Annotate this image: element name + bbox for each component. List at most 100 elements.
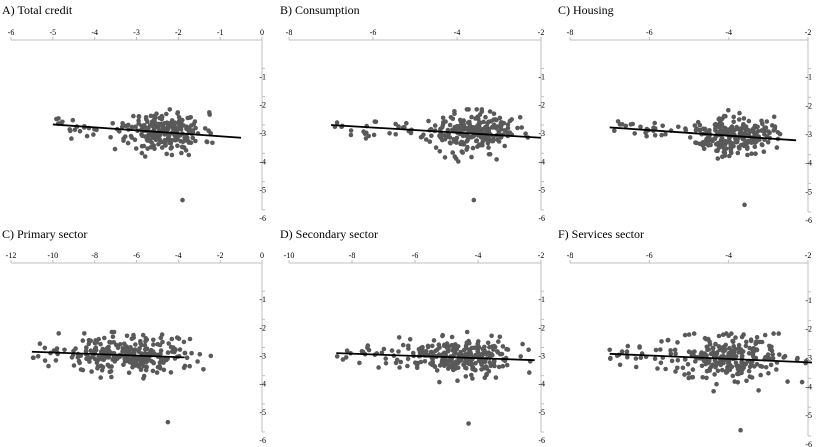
scatter-point [54, 116, 59, 122]
scatter-point [492, 117, 498, 122]
y-tick-label: -1 [538, 72, 545, 81]
scatter-point [776, 331, 781, 336]
x-tick-label: -5 [49, 28, 56, 37]
scatter-point [711, 389, 716, 394]
scatter-point [463, 352, 468, 357]
trend-line [336, 352, 535, 362]
scatter-point [500, 344, 506, 349]
scatter-point [451, 137, 457, 142]
scatter-point [405, 356, 411, 362]
scatter-point [120, 349, 125, 354]
scatter-point [487, 360, 493, 365]
trend-line [609, 126, 797, 142]
scatter-point [126, 370, 132, 376]
y-tick-label: -3 [805, 130, 812, 139]
scatter-point [108, 135, 113, 140]
scatter-point [184, 355, 190, 361]
scatter-point [204, 139, 210, 145]
scatter-point [785, 379, 790, 384]
scatter-point [484, 124, 490, 129]
scatter-point [387, 131, 392, 136]
x-tick-label: -1 [217, 28, 224, 37]
x-tick-label: -8 [286, 28, 293, 37]
x-tick-label: -2 [217, 251, 224, 260]
outlier-point [180, 197, 185, 203]
scatter-point [502, 143, 508, 149]
scatter-point [141, 376, 146, 381]
scatter-point [507, 118, 513, 124]
scatter-point [467, 121, 472, 127]
x-tick-label: -8 [349, 251, 356, 260]
scatter-point [487, 353, 493, 359]
scatter-point [176, 115, 182, 120]
y-tick-label: -1 [259, 72, 266, 81]
scatter-point [505, 125, 511, 131]
scatter-point [161, 360, 166, 365]
scatter-point [71, 363, 77, 368]
scatter-point [505, 347, 511, 352]
scatter-point [490, 125, 496, 130]
scatter-point [625, 343, 631, 349]
scatter-point [131, 332, 136, 338]
scatter-point [488, 119, 494, 124]
scatter-point [179, 150, 184, 156]
y-tick-label: -5 [805, 411, 812, 420]
scatter-point [687, 135, 693, 140]
panel-title: F) Services sector [558, 227, 644, 241]
scatter-point [87, 359, 92, 364]
scatter-point [473, 116, 478, 121]
scatter-point [754, 335, 760, 340]
scatter-point [181, 339, 187, 345]
scatter-point [162, 121, 167, 126]
scatter-point [463, 374, 469, 379]
scatter-point [485, 340, 491, 346]
scatter-point [89, 369, 94, 374]
scatter-point [175, 143, 180, 149]
scatter-point [119, 124, 125, 130]
scatter-point [372, 119, 378, 124]
scatter-point [500, 363, 506, 369]
scatter-point [740, 123, 746, 129]
x-tick-label: -8 [567, 251, 574, 260]
scatter-point [173, 347, 178, 353]
scatter-point [406, 346, 411, 351]
scatter-point [423, 137, 429, 142]
scatter-point [729, 350, 734, 356]
scatter-point [466, 361, 472, 367]
y-tick-label: -2 [259, 323, 266, 332]
scatter-point [124, 333, 130, 339]
scatter-point [165, 350, 171, 355]
scatter-point [693, 128, 699, 133]
scatter-point [431, 338, 437, 343]
panel-title: C) Housing [558, 3, 614, 17]
scatter-point [754, 339, 759, 345]
scatter-point [619, 349, 625, 354]
scatter-point [138, 341, 143, 346]
scatter-point [112, 146, 118, 152]
x-tick-label: -6 [412, 251, 419, 260]
scatter-point [143, 367, 149, 373]
scatter-point [759, 364, 765, 369]
x-tick-label: -8 [91, 251, 98, 260]
scatter-point [490, 137, 496, 143]
scatter-point [182, 350, 188, 356]
scatter-point [706, 143, 711, 148]
scatter-point [718, 140, 724, 146]
y-tick-label: -1 [259, 295, 266, 304]
scatter-point [474, 107, 480, 112]
scatter-point [691, 331, 697, 336]
scatter-point [482, 344, 487, 350]
scatter-point [139, 123, 144, 129]
x-tick-label: -6 [370, 28, 377, 37]
scatter-point [625, 354, 630, 360]
scatter-point [426, 118, 431, 124]
scatter-point [120, 121, 125, 126]
scatter-point [383, 356, 389, 361]
outlier-point [742, 202, 747, 208]
scatter-point [393, 132, 399, 137]
panel-primary-sector: C) Primary sector -12 -10 -8 -6 -4 -2 0 -1 -2 -3 -… [2, 227, 266, 445]
y-tick-label: -4 [538, 157, 545, 166]
scatter-point [754, 130, 759, 136]
scatter-point [754, 347, 759, 352]
